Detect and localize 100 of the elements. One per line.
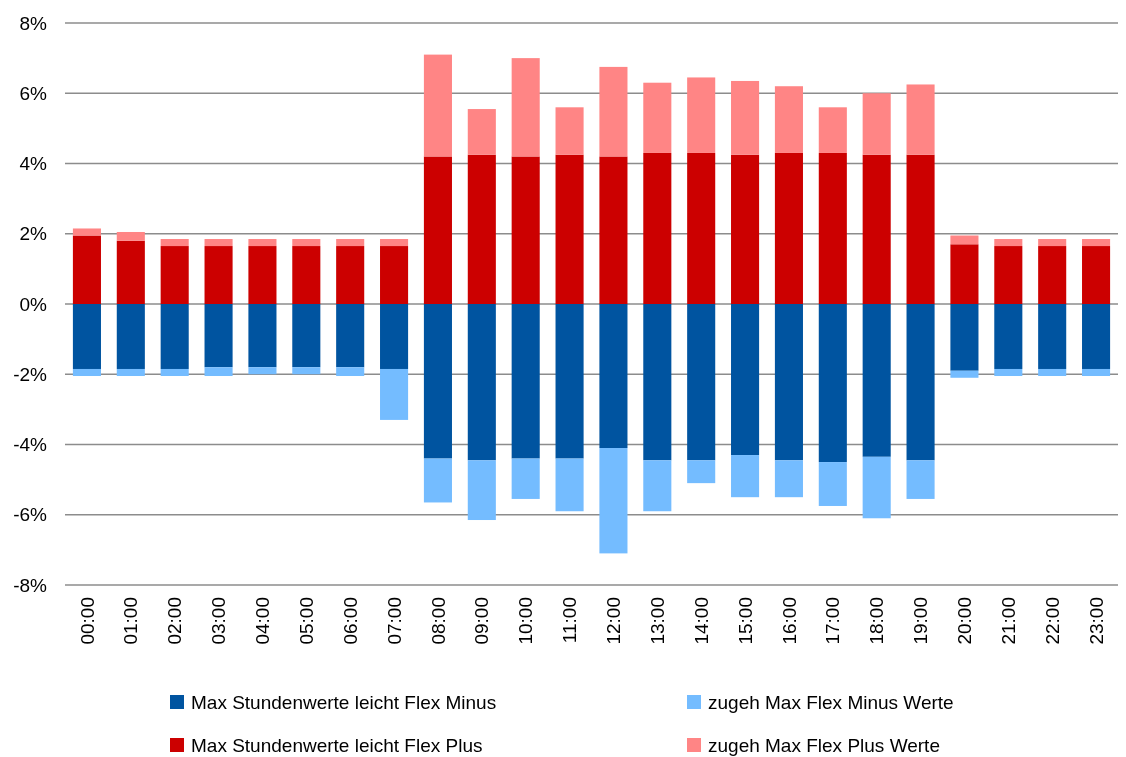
- x-tick-label: 00:00: [76, 597, 98, 645]
- bar: [467, 460, 496, 521]
- bar: [116, 240, 145, 304]
- bar: [204, 367, 233, 377]
- bar: [248, 304, 277, 368]
- bar: [555, 458, 584, 512]
- bar: [994, 304, 1023, 369]
- bar: [248, 367, 277, 375]
- bar: [72, 235, 101, 304]
- bar: [774, 86, 803, 153]
- bar: [906, 460, 935, 499]
- bar: [380, 368, 409, 420]
- bar: [423, 304, 452, 459]
- x-tick-label: 13:00: [646, 597, 668, 645]
- bar: [555, 304, 584, 459]
- bar: [1082, 239, 1111, 247]
- bar: [906, 304, 935, 461]
- y-tick-label: -6%: [13, 504, 48, 526]
- x-tick-label: 18:00: [866, 597, 888, 645]
- bar: [862, 304, 891, 457]
- bar: [336, 367, 365, 377]
- bar: [599, 156, 628, 304]
- y-tick-label: 8%: [19, 12, 48, 34]
- bar: [599, 304, 628, 449]
- legend-label: Max Stundenwerte leicht Flex Minus: [191, 691, 497, 713]
- bar: [336, 304, 365, 368]
- legend-label: zugeh Max Flex Plus Werte: [708, 734, 940, 756]
- bar: [248, 239, 277, 247]
- x-tick-label: 15:00: [734, 597, 756, 645]
- y-tick-label: 6%: [19, 82, 48, 104]
- bar: [731, 304, 760, 456]
- x-tick-label: 19:00: [910, 597, 932, 645]
- bar: [687, 460, 716, 484]
- bar: [994, 368, 1023, 377]
- bar: [380, 246, 409, 304]
- bar: [204, 239, 233, 247]
- bar: [906, 84, 935, 155]
- bar: [599, 66, 628, 157]
- y-tick-label: 0%: [19, 293, 48, 315]
- bar: [380, 239, 409, 247]
- bar: [160, 304, 189, 369]
- bar: [248, 246, 277, 304]
- x-tick-label: 03:00: [208, 597, 230, 645]
- bar: [774, 152, 803, 304]
- x-tick-label: 17:00: [822, 597, 844, 645]
- bar: [731, 455, 760, 498]
- bar: [423, 156, 452, 304]
- x-tick-label: 12:00: [603, 597, 625, 645]
- x-tick-label: 09:00: [471, 597, 493, 645]
- bar: [160, 246, 189, 304]
- bar: [116, 368, 145, 377]
- bar: [731, 80, 760, 155]
- bar: [380, 304, 409, 369]
- bar: [292, 367, 321, 375]
- bar: [687, 77, 716, 153]
- legend-label: Max Stundenwerte leicht Flex Plus: [191, 734, 483, 756]
- x-tick-label: 04:00: [252, 597, 274, 645]
- bar: [1082, 304, 1111, 369]
- bar: [1038, 304, 1067, 369]
- bar: [643, 152, 672, 304]
- x-tick-label: 07:00: [383, 597, 405, 645]
- x-tick-label: 21:00: [997, 597, 1019, 645]
- bar: [950, 235, 979, 245]
- bar: [599, 448, 628, 554]
- bar: [467, 109, 496, 155]
- bar: [1082, 246, 1111, 304]
- bar: [687, 304, 716, 461]
- bar: [818, 304, 847, 463]
- bar: [862, 154, 891, 304]
- x-tick-label: 08:00: [427, 597, 449, 645]
- bar: [336, 239, 365, 247]
- bar: [818, 462, 847, 506]
- bar: [643, 304, 672, 461]
- bar: [160, 239, 189, 247]
- bar: [774, 304, 803, 461]
- bar: [467, 304, 496, 461]
- bar: [862, 456, 891, 519]
- bar: [555, 107, 584, 155]
- x-tick-label: 11:00: [559, 597, 581, 644]
- bar: [72, 304, 101, 369]
- bar: [511, 58, 540, 157]
- bar: [1038, 368, 1067, 377]
- bar: [467, 154, 496, 304]
- bar: [774, 460, 803, 498]
- bar: [862, 93, 891, 155]
- bar: [687, 152, 716, 304]
- bar: [1038, 246, 1067, 304]
- bar: [292, 246, 321, 304]
- bar: [511, 156, 540, 304]
- bar: [994, 246, 1023, 304]
- x-tick-label: 01:00: [120, 597, 142, 645]
- bar: [643, 82, 672, 153]
- x-tick-label: 02:00: [164, 597, 186, 645]
- bar: [906, 154, 935, 304]
- bar: [950, 244, 979, 304]
- bar: [292, 239, 321, 247]
- bar: [116, 231, 145, 241]
- legend-label: zugeh Max Flex Minus Werte: [708, 691, 954, 713]
- bar: [72, 228, 101, 236]
- bar: [423, 458, 452, 503]
